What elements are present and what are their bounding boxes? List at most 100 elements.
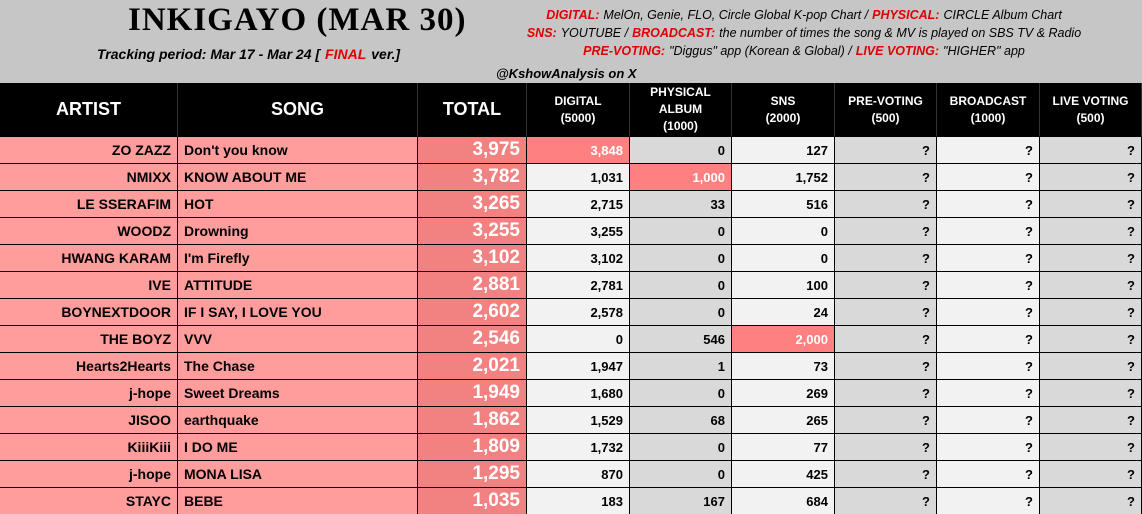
table-cell: ? [835,461,937,488]
table-cell: 0 [630,245,732,272]
table-cell: ? [1040,461,1142,488]
table-cell: ? [937,380,1040,407]
header-text: PHYSICAL [650,85,711,99]
table-cell: ? [937,407,1040,434]
header-text: BROADCAST [949,93,1027,108]
table-cell: ? [835,191,937,218]
header-text: PRE-VOTING [848,93,923,108]
table-cell: ? [1040,218,1142,245]
table-cell: 2,881 [418,272,527,299]
legend-line: DIGITAL: MelOn, Genie, FLO, Circle Global… [506,6,1106,24]
table-cell: 167 [630,488,732,514]
table-cell: ? [1040,164,1142,191]
table-cell: ? [937,137,1040,164]
table-cell: ? [937,461,1040,488]
table-cell: 2,021 [418,353,527,380]
table-cell: ? [835,326,937,353]
table-cell: 1,862 [418,407,527,434]
table-cell: 0 [630,434,732,461]
legend-text: MelOn, Genie, FLO, Circle Global K-pop C… [603,8,869,22]
table-cell: ? [1040,353,1142,380]
table-cell: HOT [178,191,418,218]
table-cell: ? [937,299,1040,326]
table-cell: 2,000 [732,326,835,353]
table-cell: 1,949 [418,380,527,407]
table-cell: ? [937,272,1040,299]
table-cell: 1,680 [527,380,630,407]
table-cell: BEBE [178,488,418,514]
table-cell: ? [937,191,1040,218]
table-cell: 1,529 [527,407,630,434]
table-cell: 1,752 [732,164,835,191]
table-cell: Hearts2Hearts [0,353,178,380]
table-cell: IVE [0,272,178,299]
table-cell: ? [835,299,937,326]
column-header: DIGITAL (5000) [527,83,630,137]
legend-text: YOUTUBE / [560,26,629,40]
header-text: TOTAL [442,99,502,119]
table-cell: 3,255 [527,218,630,245]
table-cell: 269 [732,380,835,407]
table-cell: VVV [178,326,418,353]
table-cell: ? [1040,407,1142,434]
table-cell: 2,602 [418,299,527,326]
legend-label: SNS: [526,26,557,40]
table-cell: 3,255 [418,218,527,245]
table-cell: WOODZ [0,218,178,245]
header-text: DIGITAL [554,93,602,108]
table-cell: 3,782 [418,164,527,191]
tracking-period: Tracking period: Mar 17 - Mar 24 [FINAL v… [97,46,400,62]
table-cell: 73 [732,353,835,380]
table-cell: 0 [630,461,732,488]
table-cell: 3,102 [527,245,630,272]
table-cell: I DO ME [178,434,418,461]
header-text: (500) [1076,110,1105,125]
legend-label: PRE-VOTING: [583,44,666,58]
table-cell: 3,265 [418,191,527,218]
table-cell: 0 [732,218,835,245]
credit: @KshowAnalysis on X [496,66,637,81]
header-text: (500) [871,110,900,125]
table-cell: 1 [630,353,732,380]
table-cell: 24 [732,299,835,326]
table-cell: 1,809 [418,434,527,461]
table-cell: THE BOYZ [0,326,178,353]
table-cell: 1,035 [418,488,527,514]
table-cell: ? [937,245,1040,272]
tracking-final: FINAL [325,46,367,62]
header-text: LIVE VOTING [1052,93,1129,108]
table-cell: 2,781 [527,272,630,299]
legend-text: the number of times the song & MV is pla… [719,26,1082,40]
table-cell: 100 [732,272,835,299]
table-cell: Don't you know [178,137,418,164]
legend-label: LIVE VOTING: [855,44,940,58]
table-cell: ? [1040,191,1142,218]
table-cell: ? [1040,272,1142,299]
table-cell: 33 [630,191,732,218]
tracking-text: ver.] [371,46,401,62]
table-cell: KiiiKiii [0,434,178,461]
table-cell: ? [937,326,1040,353]
table-cell: ? [937,218,1040,245]
table-cell: 1,031 [527,164,630,191]
table-cell: KNOW ABOUT ME [178,164,418,191]
table-cell: 2,546 [418,326,527,353]
table-cell: j-hope [0,461,178,488]
table-cell: I'm Firefly [178,245,418,272]
header-text: (2000) [765,110,801,125]
table-cell: ? [1040,137,1142,164]
header-text: (5000) [560,110,596,125]
table-cell: 77 [732,434,835,461]
table-cell: ? [1040,299,1142,326]
table-cell: 0 [630,218,732,245]
table-cell: ? [835,218,937,245]
header-text: (1000) [663,119,698,133]
table-cell: ? [1040,434,1142,461]
title: INKIGAYO (MAR 30) [128,2,467,38]
table-cell: ? [835,164,937,191]
table-cell: 127 [732,137,835,164]
table-cell: ? [937,353,1040,380]
column-header: PRE-VOTING (500) [835,83,937,137]
table-cell: IF I SAY, I LOVE YOU [178,299,418,326]
